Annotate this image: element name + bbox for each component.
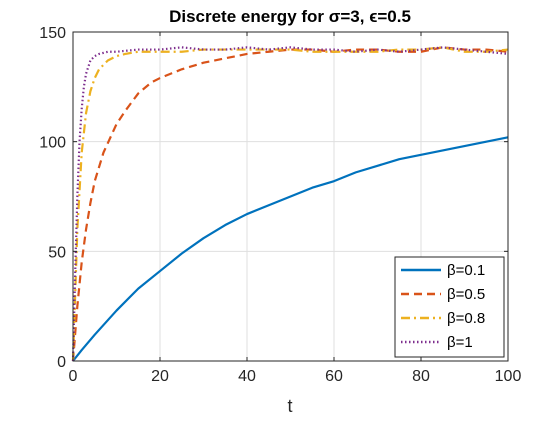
ticks: 0 20 40 60 80 100 0 50 100 150 bbox=[39, 25, 521, 385]
y-tick-label: 0 bbox=[57, 354, 66, 371]
y-tick-label: 150 bbox=[39, 25, 66, 42]
legend-box bbox=[394, 256, 505, 358]
x-tick-label: 40 bbox=[238, 368, 256, 385]
x-tick-label: 60 bbox=[325, 368, 343, 385]
x-tick-label: 80 bbox=[412, 368, 430, 385]
axes-box bbox=[72, 31, 509, 362]
series-line-1 bbox=[72, 136, 509, 362]
y-tick-label: 100 bbox=[39, 135, 66, 152]
x-tick-label: 100 bbox=[495, 368, 522, 385]
y-tick-label: 50 bbox=[48, 244, 66, 261]
legend-label: β=1 bbox=[447, 334, 473, 351]
legend-label: β=0.8 bbox=[447, 310, 485, 327]
legend: β=0.1 β=0.5 β=0.8 β=1 bbox=[394, 256, 505, 358]
x-tick-label: 20 bbox=[151, 368, 169, 385]
legend-label: β=0.5 bbox=[447, 286, 485, 303]
legend-label: β=0.1 bbox=[447, 262, 485, 279]
x-axis-label: t bbox=[287, 396, 292, 416]
series-group bbox=[71, 46, 509, 362]
x-tick-label: 0 bbox=[69, 368, 78, 385]
chart-title: Discrete energy for σ=3, ϵ=0.5 bbox=[169, 7, 411, 26]
